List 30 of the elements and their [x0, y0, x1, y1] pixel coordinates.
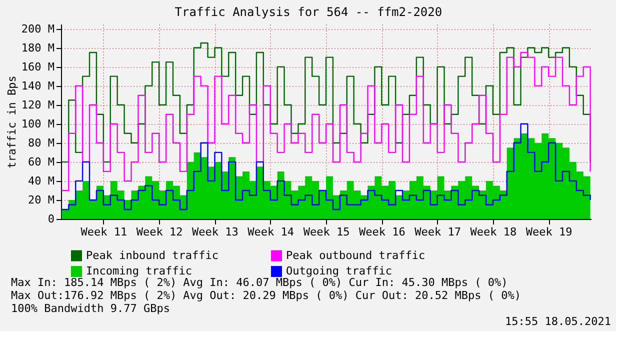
y-axis-title: traffic in Bps — [5, 76, 18, 168]
legend-label: Peak inbound traffic — [86, 248, 218, 262]
x-tick-label: Week 16 — [358, 226, 406, 238]
x-tick-label: Week 17 — [414, 226, 461, 238]
x-tick-label: Week 15 — [303, 226, 350, 238]
text: 15:55 18.05.2021 — [505, 315, 611, 328]
x-tick-label: Week 19 — [526, 226, 572, 238]
x-tick-label: Week 13 — [192, 226, 238, 238]
y-tick-label: 160 M — [21, 60, 55, 74]
text: Max Out:176.92 MBps ( 2%) Avg Out: 20.29 MBps ( 0%) Cur Out: 20.52 MBps ( 0%) — [11, 289, 521, 302]
legend-label: Outgoing traffic — [286, 264, 392, 278]
y-tick-label: 0 — [48, 212, 54, 226]
y-tick-label: 180 M — [21, 41, 55, 54]
x-tick-label: Week 12 — [136, 226, 183, 238]
chart-title: Traffic Analysis for 564 -- ffm2-2020 — [174, 4, 442, 19]
y-tick-label: 60 M — [28, 155, 55, 168]
x-tick-label: Week 18 — [470, 226, 517, 238]
y-tick-label: 80 M — [28, 136, 55, 150]
y-tick-label: 140 M — [21, 79, 55, 92]
y-tick-label: 200 M — [21, 22, 55, 36]
x-tick-label: Week 11 — [80, 226, 128, 238]
legend-label: Peak outbound traffic — [286, 248, 426, 262]
x-tick-label: Week 14 — [248, 226, 294, 238]
text: Max In: 185.14 MBps ( 2%) Avg In: 46.07 MBps ( 0%) Cur In: 45.30 MBps ( 0%) — [11, 276, 508, 289]
legend-label: Incoming traffic — [86, 264, 192, 278]
y-tick-label: 40 M — [28, 174, 55, 188]
y-tick-label: 20 M — [28, 193, 55, 206]
text: 100% Bandwidth 9.77 GBps — [11, 302, 170, 315]
y-tick-label: 120 M — [21, 98, 55, 112]
y-tick-label: 100 M — [21, 117, 55, 130]
